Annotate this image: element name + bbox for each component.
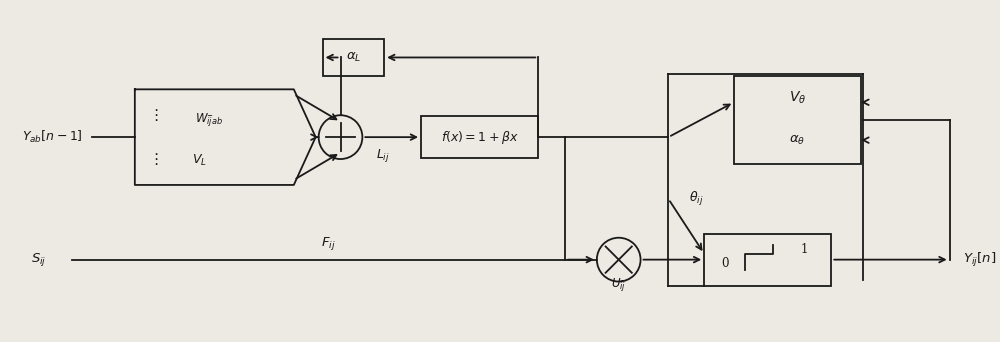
Text: $V_{\theta}$: $V_{\theta}$ bbox=[789, 90, 806, 106]
Text: 0: 0 bbox=[721, 257, 729, 270]
Text: 1: 1 bbox=[801, 243, 808, 256]
Text: $L_{ij}$: $L_{ij}$ bbox=[376, 147, 390, 163]
Text: $V_L$: $V_L$ bbox=[192, 153, 207, 168]
Text: $Y_{ab}[n-1]$: $Y_{ab}[n-1]$ bbox=[22, 129, 83, 145]
Text: $S_{ij}$: $S_{ij}$ bbox=[31, 251, 46, 268]
Text: $Y_{ij}[n]$: $Y_{ij}[n]$ bbox=[963, 251, 996, 268]
Text: $F_{ij}$: $F_{ij}$ bbox=[321, 235, 336, 252]
Text: $\alpha_L$: $\alpha_L$ bbox=[346, 51, 361, 64]
Text: $\alpha_{\theta}$: $\alpha_{\theta}$ bbox=[789, 134, 806, 147]
Text: $f(x)=1+\beta x$: $f(x)=1+\beta x$ bbox=[441, 129, 518, 146]
Text: $W_{\bar{i}\bar{j}ab}$: $W_{\bar{i}\bar{j}ab}$ bbox=[195, 111, 223, 128]
Text: $U_{\bar{i}\bar{j}}$: $U_{\bar{i}\bar{j}}$ bbox=[611, 276, 627, 293]
Bar bbox=[704, 234, 831, 286]
Text: $\vdots$: $\vdots$ bbox=[148, 107, 158, 123]
Bar bbox=[421, 116, 538, 158]
Text: $\theta_{ij}$: $\theta_{ij}$ bbox=[689, 190, 703, 208]
Bar bbox=[734, 76, 861, 164]
Bar bbox=[323, 39, 384, 76]
Text: $\vdots$: $\vdots$ bbox=[148, 151, 158, 167]
